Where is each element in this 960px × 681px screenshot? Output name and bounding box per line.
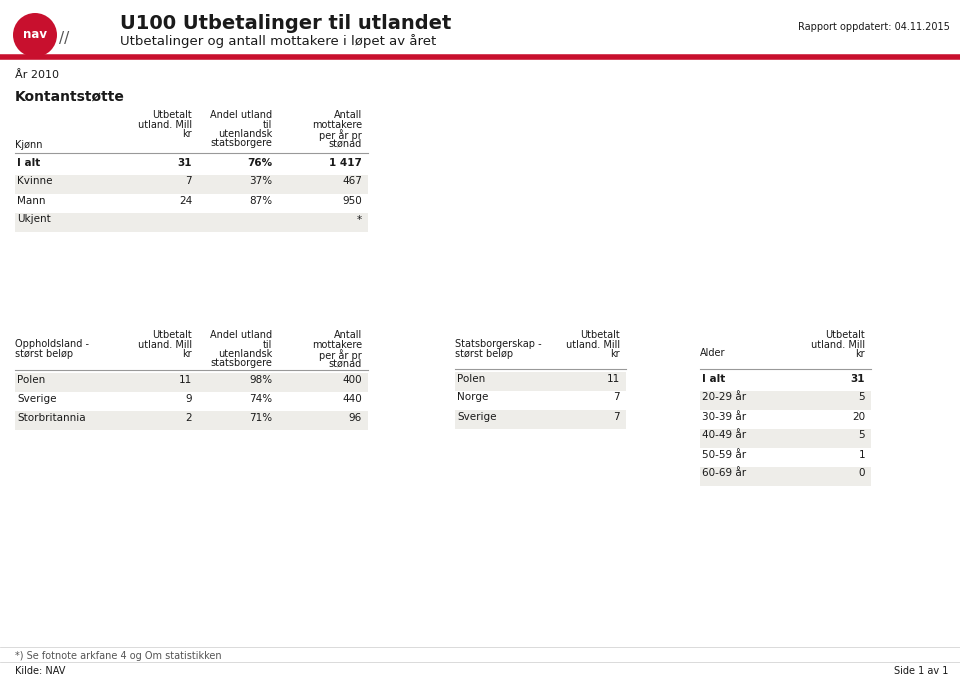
Bar <box>700 428 871 447</box>
Text: Oppholdsland -: Oppholdsland - <box>15 339 89 349</box>
Text: *: * <box>357 215 362 225</box>
Text: 24: 24 <box>179 195 192 206</box>
Text: 5: 5 <box>858 430 865 441</box>
Text: Kjønn: Kjønn <box>15 140 42 151</box>
Text: Utbetalinger og antall mottakere i løpet av året: Utbetalinger og antall mottakere i løpet… <box>120 34 436 48</box>
Text: Kvinne: Kvinne <box>17 176 53 187</box>
Text: Statsborgerskap -: Statsborgerskap - <box>455 339 541 349</box>
Text: 98%: 98% <box>249 375 272 385</box>
Text: til: til <box>263 119 272 129</box>
Text: //: // <box>59 31 69 46</box>
Text: mottakere: mottakere <box>312 119 362 129</box>
Bar <box>15 212 368 232</box>
Text: 11: 11 <box>607 373 620 383</box>
Bar <box>15 174 368 193</box>
Text: 31: 31 <box>178 157 192 168</box>
Text: 37%: 37% <box>249 176 272 187</box>
Text: statsborgere: statsborgere <box>210 138 272 148</box>
Text: Ukjent: Ukjent <box>17 215 51 225</box>
Text: 7: 7 <box>613 411 620 422</box>
Text: Polen: Polen <box>17 375 45 385</box>
Text: Norge: Norge <box>457 392 489 402</box>
Text: 20-29 år: 20-29 år <box>702 392 746 402</box>
Text: Mann: Mann <box>17 195 45 206</box>
Text: nav: nav <box>23 29 47 42</box>
Text: utland. Mill: utland. Mill <box>565 340 620 349</box>
Text: 30-39 år: 30-39 år <box>702 411 746 422</box>
Text: 7: 7 <box>613 392 620 402</box>
Text: 2: 2 <box>185 413 192 423</box>
Text: Sverige: Sverige <box>457 411 496 422</box>
Text: per år pr: per år pr <box>320 129 362 141</box>
Bar <box>455 372 626 390</box>
Text: Kontantstøtte: Kontantstøtte <box>15 90 125 104</box>
Text: Utbetalt: Utbetalt <box>153 110 192 120</box>
Text: I alt: I alt <box>702 373 725 383</box>
Text: kr: kr <box>182 129 192 139</box>
Text: 11: 11 <box>179 375 192 385</box>
Text: 71%: 71% <box>249 413 272 423</box>
Text: utland. Mill: utland. Mill <box>811 340 865 349</box>
Text: Utbetalt: Utbetalt <box>153 330 192 340</box>
Text: Antall: Antall <box>334 330 362 340</box>
Text: Utbetalt: Utbetalt <box>826 330 865 340</box>
Text: til: til <box>263 340 272 349</box>
Text: Side 1 av 1: Side 1 av 1 <box>894 666 948 676</box>
Text: 40-49 år: 40-49 år <box>702 430 746 441</box>
Text: kr: kr <box>855 349 865 359</box>
Text: Alder: Alder <box>700 348 726 358</box>
Text: per år pr: per år pr <box>320 349 362 361</box>
Text: statsborgere: statsborgere <box>210 358 272 368</box>
Bar <box>700 466 871 486</box>
Text: kr: kr <box>611 349 620 359</box>
Bar <box>455 409 626 428</box>
Text: utenlandsk: utenlandsk <box>218 349 272 359</box>
Text: Storbritannia: Storbritannia <box>17 413 85 423</box>
Text: 50-59 år: 50-59 år <box>702 449 746 460</box>
Text: Andel utland: Andel utland <box>210 110 272 120</box>
Circle shape <box>13 13 57 57</box>
Text: 467: 467 <box>342 176 362 187</box>
Text: 9: 9 <box>185 394 192 404</box>
Text: U100 Utbetalinger til utlandet: U100 Utbetalinger til utlandet <box>120 14 451 33</box>
Text: 60-69 år: 60-69 år <box>702 469 746 479</box>
Text: *) Se fotnote arkfane 4 og Om statistikken: *) Se fotnote arkfane 4 og Om statistikk… <box>15 651 222 661</box>
Text: Utbetalt: Utbetalt <box>580 330 620 340</box>
Text: utland. Mill: utland. Mill <box>138 340 192 349</box>
Text: mottakere: mottakere <box>312 340 362 349</box>
Text: Kilde: NAV: Kilde: NAV <box>15 666 65 676</box>
Text: 1: 1 <box>858 449 865 460</box>
Text: 7: 7 <box>185 176 192 187</box>
Text: 96: 96 <box>348 413 362 423</box>
Text: utland. Mill: utland. Mill <box>138 119 192 129</box>
Text: størst beløp: størst beløp <box>15 349 73 359</box>
Text: 76%: 76% <box>247 157 272 168</box>
Text: 1 417: 1 417 <box>329 157 362 168</box>
Text: stønad: stønad <box>328 358 362 368</box>
Text: 87%: 87% <box>249 195 272 206</box>
Text: utenlandsk: utenlandsk <box>218 129 272 139</box>
Bar <box>15 373 368 392</box>
Text: År 2010: År 2010 <box>15 70 59 80</box>
Text: 0: 0 <box>858 469 865 479</box>
Text: I alt: I alt <box>17 157 40 168</box>
Text: 31: 31 <box>851 373 865 383</box>
Text: størst beløp: størst beløp <box>455 349 514 359</box>
Text: kr: kr <box>182 349 192 359</box>
Text: 20: 20 <box>852 411 865 422</box>
Text: stønad: stønad <box>328 138 362 148</box>
Bar <box>700 390 871 409</box>
Bar <box>15 411 368 430</box>
Text: Sverige: Sverige <box>17 394 57 404</box>
Text: Andel utland: Andel utland <box>210 330 272 340</box>
Text: 950: 950 <box>343 195 362 206</box>
Text: 440: 440 <box>343 394 362 404</box>
Text: 74%: 74% <box>249 394 272 404</box>
Text: Antall: Antall <box>334 110 362 120</box>
Text: 400: 400 <box>343 375 362 385</box>
Text: 5: 5 <box>858 392 865 402</box>
Text: Polen: Polen <box>457 373 485 383</box>
Text: Rapport oppdatert: 04.11.2015: Rapport oppdatert: 04.11.2015 <box>798 22 950 32</box>
